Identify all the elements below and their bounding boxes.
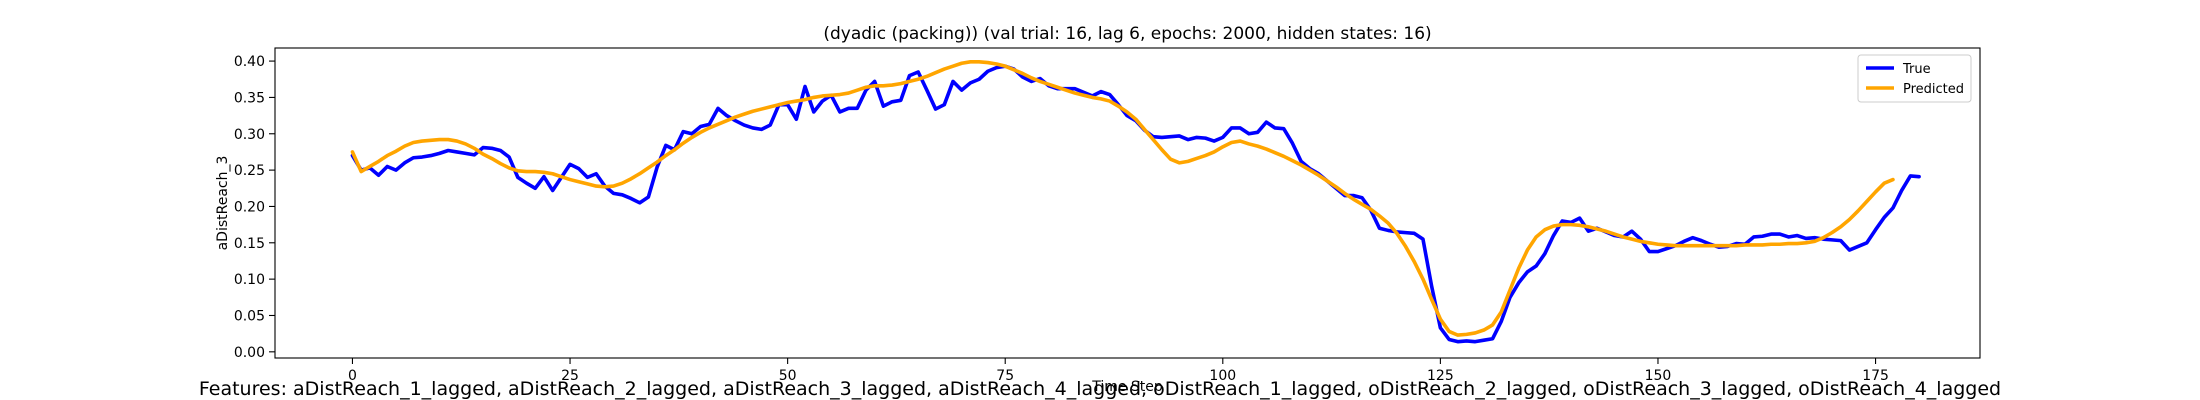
y-tick-label: 0.10 xyxy=(234,272,265,288)
y-tick-label: 0.15 xyxy=(234,236,265,252)
y-tick-label: 0.05 xyxy=(234,308,265,324)
series-line-true xyxy=(352,66,1919,341)
legend-label-predicted: Predicted xyxy=(1903,82,1964,97)
chart-title: (dyadic (packing)) (val trial: 16, lag 6… xyxy=(823,24,1431,44)
features-caption: Features: aDistReach_1_lagged, aDistReac… xyxy=(0,378,2200,400)
legend-label-true: True xyxy=(1902,62,1931,77)
y-tick-label: 0.00 xyxy=(234,345,265,361)
y-tick-label: 0.35 xyxy=(234,90,265,106)
chart-axes: 0 25 50 75 100 125 150 1750.000.050.100.150.200… xyxy=(215,24,1980,395)
series-line-predicted xyxy=(352,62,1893,335)
plot-frame xyxy=(275,48,1980,358)
y-tick-label: 0.30 xyxy=(234,127,265,143)
y-tick-label: 0.25 xyxy=(234,163,265,179)
y-tick-label: 0.40 xyxy=(234,54,265,70)
y-tick-label: 0.20 xyxy=(234,199,265,215)
y-axis-label: aDistReach_3 xyxy=(215,156,231,251)
